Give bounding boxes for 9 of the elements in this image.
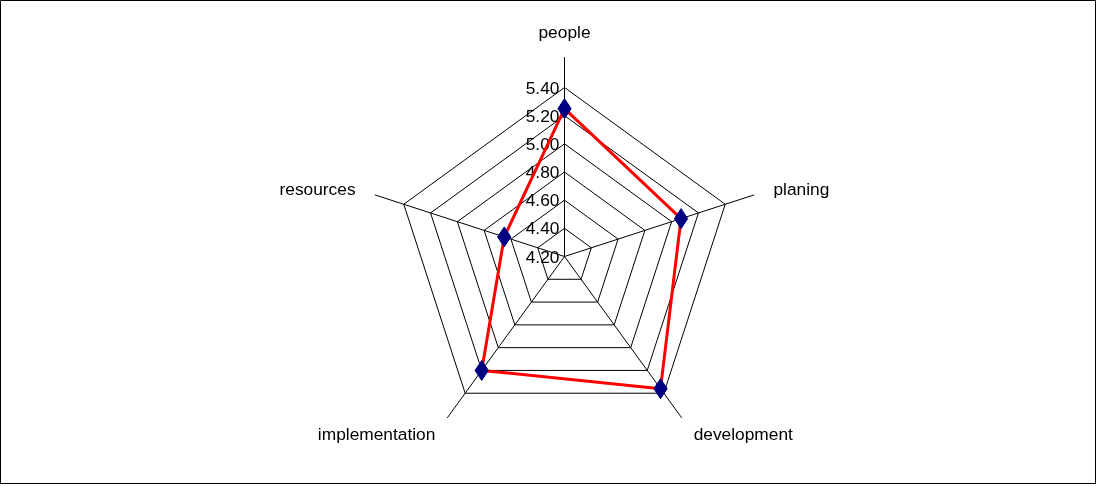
y-tick-label: 5.40 (525, 77, 560, 98)
spoke-label: planing (773, 178, 830, 199)
y-tick-label: 4.60 (525, 190, 560, 211)
y-tick-label: 5.20 (525, 105, 560, 126)
spoke-label: people (538, 21, 591, 42)
spoke-label: implementation (317, 424, 436, 445)
spoke-label: resources (279, 178, 356, 199)
y-tick-label: 4.40 (525, 218, 560, 239)
spoke-label: development (693, 424, 794, 445)
